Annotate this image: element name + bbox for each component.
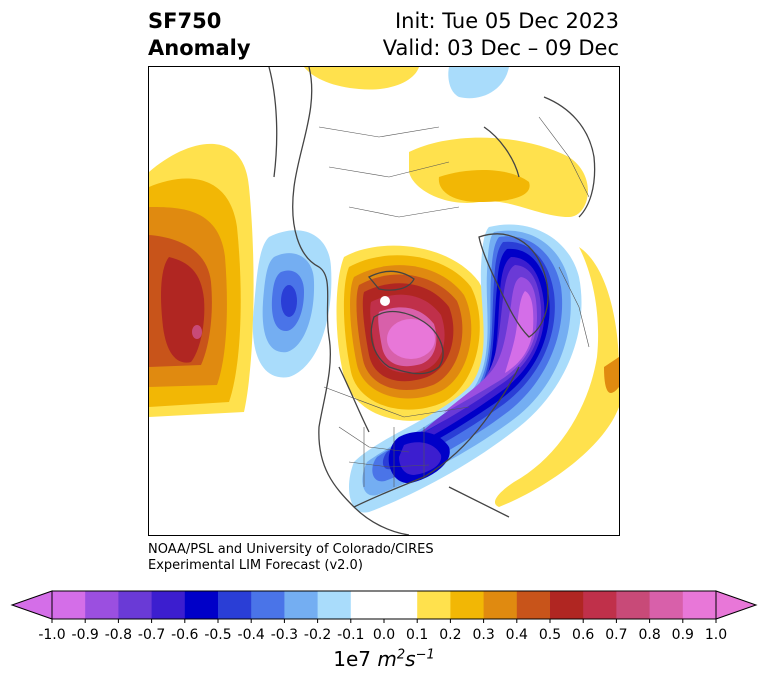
colorbar-extend-min	[10, 590, 53, 620]
map-canvas	[149, 67, 619, 535]
colorbar-tick-label: -0.7	[137, 627, 166, 643]
colorbar-swatch	[550, 591, 584, 619]
east-atlantic-ridge	[494, 247, 619, 507]
colorbar-extend-max	[715, 590, 758, 620]
colorbar-swatch	[184, 591, 219, 619]
plot-title: SF750 Anomaly	[148, 8, 251, 62]
credit-line-2: Experimental LIM Forecast (v2.0)	[148, 558, 363, 573]
atlantic-trough	[349, 224, 582, 513]
colorbar-swatch	[417, 591, 451, 619]
colorbar-tick-label: 0.0	[372, 627, 396, 643]
colorbar-swatch	[682, 591, 717, 619]
colorbar-swatch	[151, 591, 186, 619]
colorbar-tick-label: -0.5	[204, 627, 232, 643]
north-minor-trough	[448, 67, 509, 99]
credit-text: NOAA/PSL and University of Colorado/CIRE…	[148, 542, 434, 574]
colorbar-swatch	[483, 591, 518, 619]
units-m-exp: 2	[396, 647, 406, 663]
colorbar-swatches	[10, 590, 758, 623]
hudson-bay-positive-anomaly	[336, 245, 489, 421]
colorbar-tick-label: 0.8	[638, 627, 661, 643]
political-borders	[318, 116, 590, 487]
colorbar-tick-label: -0.1	[337, 627, 365, 643]
colorbar-tick-label: 0.9	[671, 627, 694, 643]
units-s-exp: −1	[415, 647, 435, 663]
colorbar-tick-label: 0.5	[538, 627, 562, 643]
colorbar-tick-label: -0.3	[270, 627, 299, 643]
anomaly-map	[148, 66, 620, 536]
colorbar-swatch	[317, 591, 352, 619]
valid-date-range: Valid: 03 Dec – 09 Dec	[382, 36, 619, 60]
colorbar-swatch	[218, 591, 252, 619]
credit-line-1: NOAA/PSL and University of Colorado/CIRE…	[148, 542, 434, 557]
colorbar-swatch	[52, 591, 86, 619]
colorbar-tick-label: -0.2	[303, 627, 332, 643]
units-m: m	[377, 647, 397, 671]
colorbar-tick-label: 0.6	[572, 627, 595, 643]
colorbar-swatch	[384, 591, 418, 619]
colorbar-tick-label: -0.4	[237, 627, 265, 643]
units-base: 1e7	[333, 647, 372, 671]
colorbar-swatch	[118, 591, 153, 619]
colorbar-tick-label: 0.4	[505, 627, 528, 643]
title-variable: SF750	[148, 9, 222, 33]
west-canada-trough	[252, 230, 332, 378]
pacific-ridge-anomaly	[149, 143, 254, 417]
colorbar-tick-label: -0.6	[171, 627, 199, 643]
colorbar-swatch	[350, 591, 385, 619]
colorbar-swatch	[583, 591, 617, 619]
colorbar-swatch	[649, 591, 684, 619]
colorbar-tick-label: 0.7	[605, 627, 628, 643]
colorbar-units-label: 1e7 m2s−1	[0, 647, 768, 671]
colorbar-tick-label: -1.0	[38, 627, 66, 643]
colorbar-swatch	[516, 591, 551, 619]
colorbar: -1.0 -0.9 -0.8 -0.7 -0.6 -0.5 -0.4 -0.3 -0.2 -0.1…	[0, 585, 768, 685]
init-date: Init: Tue 05 Dec 2023	[394, 9, 619, 33]
colorbar-tick-label: 0.3	[472, 627, 495, 643]
colorbar-swatch	[251, 591, 285, 619]
colorbar-tick-label: 0.2	[439, 627, 462, 643]
colorbar-tick-label: -0.8	[104, 627, 133, 643]
colorbar-swatch	[450, 591, 485, 619]
colorbar-swatch	[284, 591, 319, 619]
units-s: s	[405, 647, 416, 671]
colorbar-swatch	[85, 591, 119, 619]
colorbar-tick-label: 0.1	[406, 627, 429, 643]
forecast-dates: Init: Tue 05 Dec 2023 Valid: 03 Dec – 09…	[383, 8, 619, 62]
colorbar-swatch	[616, 591, 651, 619]
colorbar-tick-label: -0.9	[71, 627, 99, 643]
coastlines	[268, 67, 596, 535]
colorbar-tick-label: 1.0	[704, 627, 728, 643]
arctic-ridge	[304, 67, 588, 217]
title-anomaly: Anomaly	[148, 36, 251, 60]
